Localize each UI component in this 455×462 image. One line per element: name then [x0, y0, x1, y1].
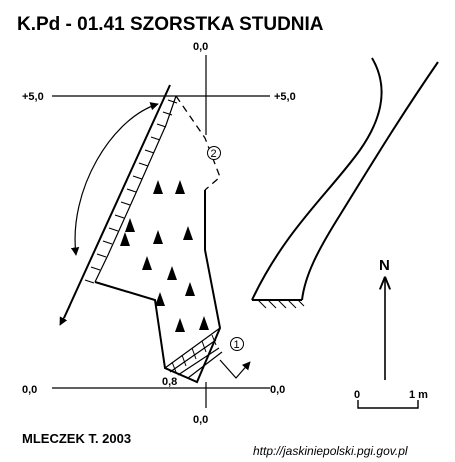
scale-end: 1 m	[409, 389, 428, 401]
label-lower-left: 0,0	[22, 384, 37, 396]
scale-start: 0	[354, 389, 360, 401]
svg-text:2: 2	[211, 148, 217, 160]
label-upper-left: +5,0	[22, 91, 44, 103]
label-upper-right: +5,0	[274, 91, 296, 103]
curved-arrow	[70, 102, 159, 256]
slope-arrow	[59, 305, 71, 326]
label-lower-bottom: 0,0	[193, 414, 208, 426]
north-arrow: N	[379, 257, 390, 380]
label-upper-top: 0,0	[193, 41, 208, 53]
debris-triangles	[120, 180, 209, 332]
label-depth-mark: 0,8	[162, 376, 177, 388]
label-lower-right: 0,0	[270, 384, 285, 396]
author-label: MLECZEK T. 2003	[22, 431, 131, 446]
north-label: N	[379, 257, 390, 274]
marker-2: 2	[207, 146, 221, 160]
svg-text:1: 1	[234, 339, 240, 351]
marker-1: 1	[230, 337, 244, 351]
dashed-boundary	[175, 95, 221, 191]
source-url: http://jaskiniepolski.pgi.gov.pl	[253, 444, 408, 458]
scale-bar: 0 1 m	[354, 389, 428, 409]
side-passage	[251, 57, 439, 309]
diagram-title: K.Pd - 01.41 SZORSTKA STUDNIA	[17, 14, 324, 35]
